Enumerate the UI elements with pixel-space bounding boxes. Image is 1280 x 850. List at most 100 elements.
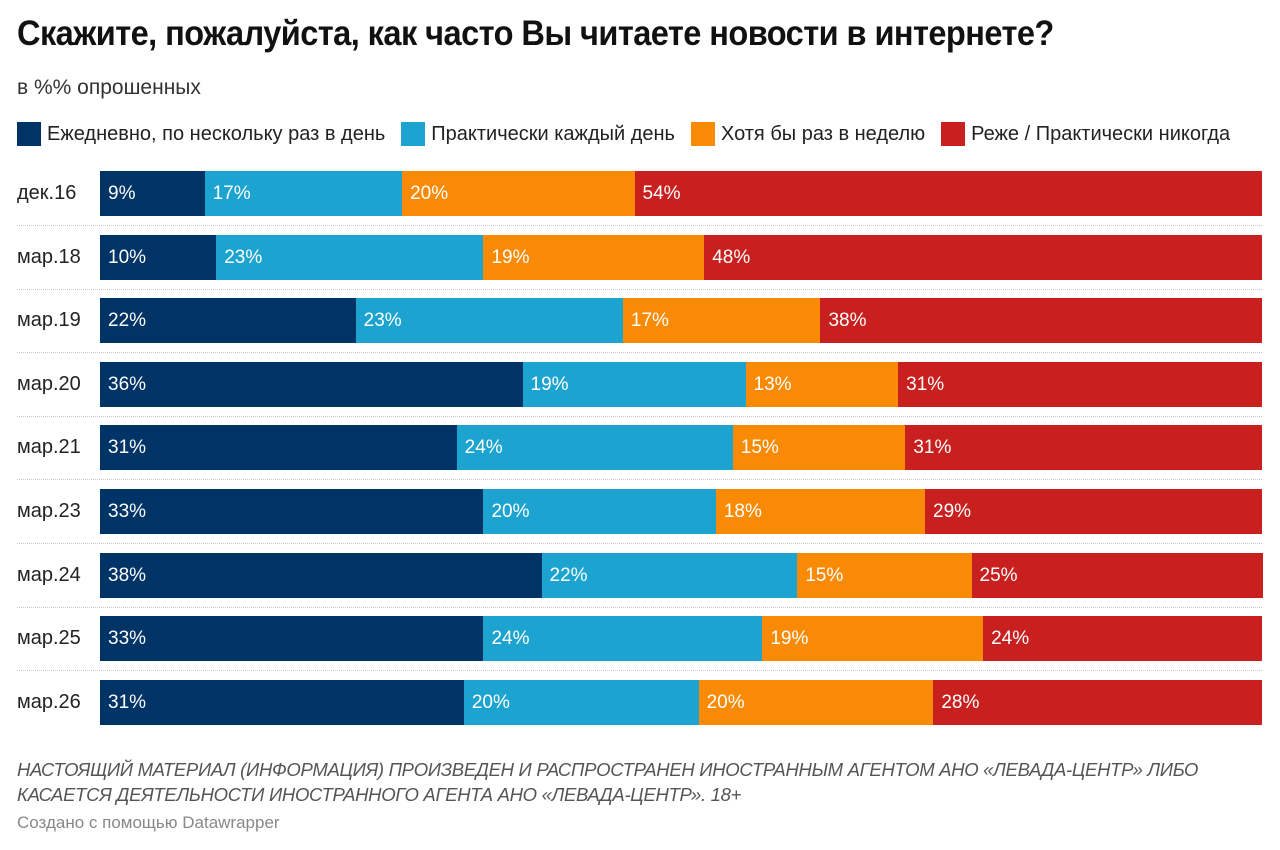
bar-segment (541, 553, 798, 598)
data-label: 20% (706, 692, 745, 713)
data-label: 10% (108, 247, 147, 268)
bar-segment (100, 680, 465, 725)
legend-item-weekly: Хотя бы раз в неделю (690, 122, 926, 146)
bar-segment (704, 235, 1263, 280)
data-label: 31% (913, 437, 952, 458)
bar-segment (522, 362, 747, 407)
data-label: 20% (471, 692, 510, 713)
data-label: 38% (108, 565, 147, 586)
row-separator (17, 479, 1262, 480)
bar-segment (797, 553, 972, 598)
data-label: 28% (941, 692, 980, 713)
legend-swatch (17, 122, 41, 146)
data-label: 31% (108, 692, 147, 713)
bar-segment (100, 298, 357, 343)
data-label: 20% (491, 501, 530, 522)
data-label: 18% (723, 501, 762, 522)
bar-segment (402, 171, 635, 216)
data-label: 19% (530, 374, 569, 395)
footer-notes: НАСТОЯЩИЙ МАТЕРИАЛ (ИНФОРМАЦИЯ) ПРОИЗВЕД… (17, 759, 1199, 805)
data-label: 25% (979, 565, 1018, 586)
bar-segment (355, 298, 624, 343)
row-separator (17, 416, 1262, 417)
bar-segment (100, 425, 458, 470)
data-label: 22% (108, 310, 147, 331)
bar-segment (100, 362, 524, 407)
data-label: 19% (770, 628, 809, 649)
row-label: мар.25 (17, 627, 81, 649)
legend-swatch (941, 122, 966, 146)
data-label: 19% (491, 247, 530, 268)
data-label: 13% (753, 374, 792, 395)
row-separator (17, 225, 1262, 226)
legend-label: Практически каждый день (431, 122, 675, 145)
data-label: 23% (363, 310, 402, 331)
chart-title: Скажите, пожалуйста, как часто Вы читает… (17, 14, 1054, 53)
bar-segment (820, 298, 1263, 343)
legend-label: Реже / Практически никогда (971, 122, 1231, 145)
data-label: 24% (464, 437, 503, 458)
data-label: 20% (410, 183, 449, 204)
legend-label: Хотя бы раз в неделю (720, 122, 926, 145)
legend-item-daily-multiple: Ежедневно, по нескольку раз в день (17, 122, 385, 146)
row-separator (17, 289, 1262, 290)
bar-segment (715, 489, 926, 534)
row-separator (17, 670, 1262, 671)
row-label: мар.20 (17, 373, 81, 395)
bar-segment (100, 616, 484, 661)
bar-segment (483, 235, 705, 280)
data-label: 15% (740, 437, 779, 458)
bar-segment (983, 616, 1263, 661)
legend-swatch (690, 122, 715, 146)
bar-segment (971, 553, 1263, 598)
bar-segment (100, 171, 206, 216)
bar-segment (905, 425, 1263, 470)
data-label: 24% (491, 628, 530, 649)
data-label: 38% (828, 310, 867, 331)
row-separator (17, 607, 1262, 608)
bar-segment (100, 553, 543, 598)
bar-segment (456, 425, 734, 470)
bar-segment (204, 171, 403, 216)
bar-segment (745, 362, 899, 407)
bar-segment (216, 235, 484, 280)
bar-segment (698, 680, 934, 725)
data-label: 22% (549, 565, 588, 586)
row-label: мар.26 (17, 691, 81, 713)
bar-segment (100, 235, 217, 280)
row-label: дек.16 (17, 182, 77, 204)
data-label: 33% (108, 501, 147, 522)
row-label: мар.24 (17, 564, 81, 586)
data-label: 23% (224, 247, 263, 268)
legend: Ежедневно, по нескольку раз в день Практ… (17, 122, 1246, 146)
data-label: 15% (805, 565, 844, 586)
data-label: 33% (108, 628, 147, 649)
data-label: 31% (108, 437, 147, 458)
chart-subtitle: в %% опрошенных (17, 76, 201, 99)
bar-segment (925, 489, 1263, 534)
data-label: 36% (108, 374, 147, 395)
data-label: 48% (712, 247, 751, 268)
legend-swatch (401, 122, 426, 146)
bar-segment (463, 680, 700, 725)
data-label: 24% (991, 628, 1030, 649)
bar-segment (100, 489, 484, 534)
data-label: 54% (642, 183, 681, 204)
legend-label: Ежедневно, по нескольку раз в день (47, 122, 386, 145)
bar-segment (933, 680, 1263, 725)
footer-credit: Создано с помощью Datawrapper (17, 813, 280, 832)
data-label: 31% (906, 374, 945, 395)
bar-segment (483, 489, 717, 534)
row-separator (17, 352, 1262, 353)
bar-segment (634, 171, 1263, 216)
row-label: мар.23 (17, 500, 81, 522)
data-label: 17% (630, 310, 669, 331)
bar-segment (762, 616, 984, 661)
row-label: мар.18 (17, 246, 81, 268)
bar-segment (732, 425, 906, 470)
row-label: мар.21 (17, 436, 81, 458)
data-label: 9% (108, 183, 136, 204)
data-label: 29% (933, 501, 972, 522)
legend-item-rarely: Реже / Практически никогда (941, 122, 1230, 146)
